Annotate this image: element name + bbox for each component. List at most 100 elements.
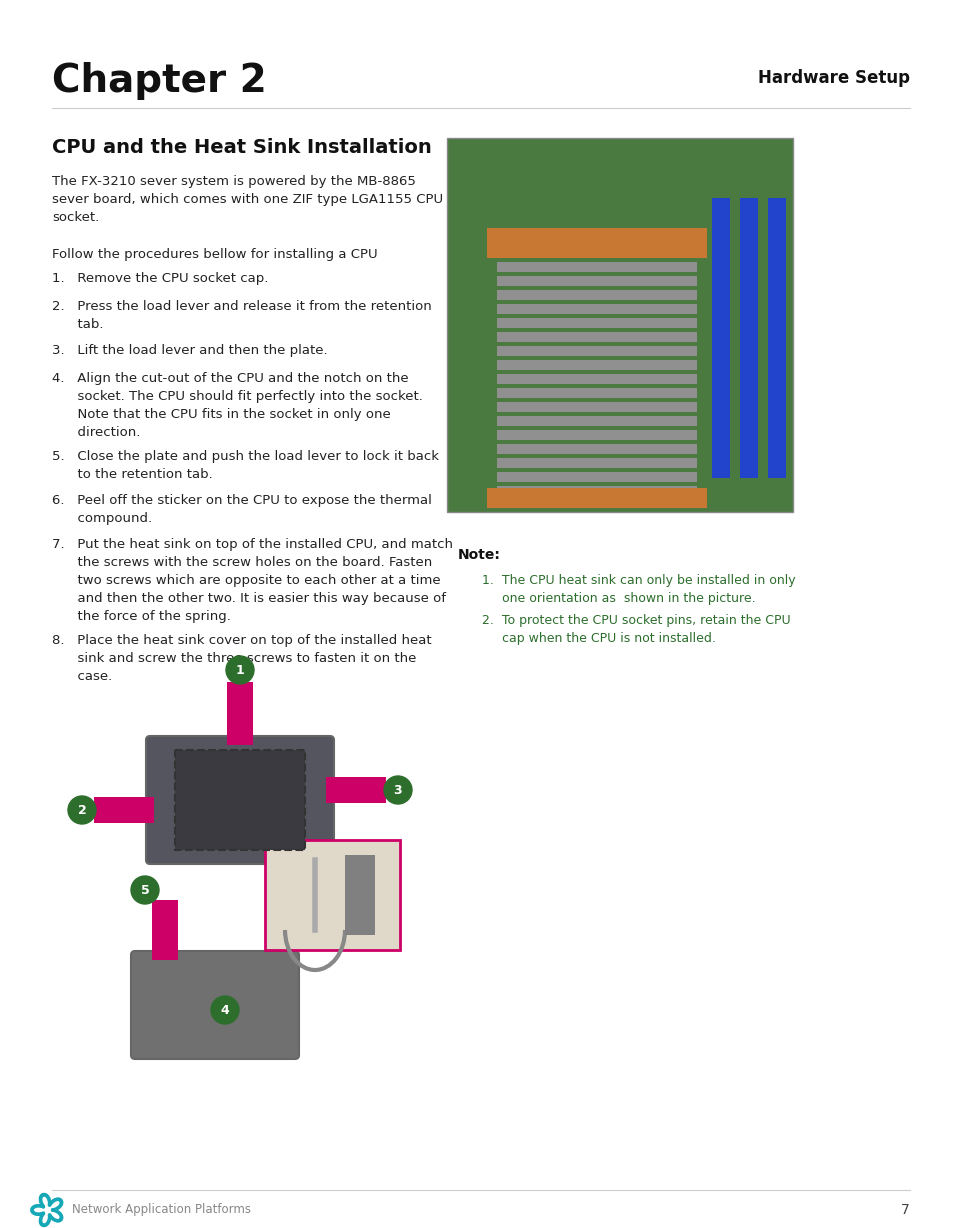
Bar [497,472,697,483]
Bar [497,305,697,314]
Circle shape [60,1203,62,1206]
Bar [497,248,697,258]
Bar [497,445,697,454]
Text: 7.   Put the heat sink on top of the installed CPU, and match
      the screws w: 7. Put the heat sink on top of the insta… [52,538,453,623]
Text: 4.   Align the cut-out of the CPU and the notch on the
      socket. The CPU sho: 4. Align the cut-out of the CPU and the … [52,372,422,438]
Circle shape [60,1202,63,1205]
Circle shape [44,1224,47,1227]
Bar [174,750,305,850]
Circle shape [55,1219,58,1222]
Circle shape [57,1219,60,1222]
Circle shape [57,1211,60,1213]
Bar [497,318,697,328]
Bar [497,402,697,413]
Text: 3: 3 [394,783,402,797]
Circle shape [60,1214,62,1217]
Text: Hardware Setup: Hardware Setup [758,69,909,87]
Bar [497,458,697,468]
Bar [497,346,697,356]
Circle shape [59,1213,61,1216]
Circle shape [59,1199,61,1201]
Circle shape [39,1200,42,1201]
Circle shape [42,1205,45,1207]
Circle shape [59,1219,61,1222]
Text: Note:: Note: [457,548,500,562]
Circle shape [40,1205,42,1207]
Circle shape [40,1223,43,1226]
Text: 7: 7 [901,1203,909,1217]
Circle shape [35,1205,38,1207]
Circle shape [56,1211,58,1212]
Bar [497,276,697,286]
Circle shape [68,796,96,824]
Text: Network Application Platforms: Network Application Platforms [71,1203,251,1217]
Circle shape [51,1201,53,1203]
Circle shape [34,1212,36,1214]
Circle shape [49,1201,51,1203]
Circle shape [50,1202,51,1205]
Circle shape [55,1199,58,1201]
Circle shape [48,1200,51,1202]
Text: Follow the procedures bellow for installing a CPU: Follow the procedures bellow for install… [52,248,377,262]
Bar [497,332,697,343]
Circle shape [38,1213,40,1216]
Circle shape [39,1221,42,1223]
Circle shape [57,1206,60,1208]
Circle shape [43,1194,45,1196]
Circle shape [49,1213,51,1216]
Bar [711,198,729,478]
Text: 2: 2 [77,803,87,817]
Circle shape [60,1200,62,1202]
Text: 4: 4 [220,1003,229,1017]
Circle shape [31,1211,33,1213]
Bar [497,486,697,496]
Text: 8.   Place the heat sink cover on top of the installed heat
      sink and screw: 8. Place the heat sink cover on top of t… [52,634,431,683]
Text: 5: 5 [140,883,150,896]
Circle shape [48,1197,50,1200]
Circle shape [57,1199,60,1201]
Circle shape [30,1210,33,1212]
Circle shape [39,1197,42,1200]
Circle shape [51,1217,53,1219]
Bar [345,855,375,935]
Circle shape [38,1205,40,1207]
Circle shape [46,1223,48,1226]
Bar [497,375,697,384]
Circle shape [53,1210,56,1212]
Text: 6.   Peel off the sticker on the CPU to expose the thermal
      compound.: 6. Peel off the sticker on the CPU to ex… [52,494,432,526]
Bar [152,900,178,960]
Circle shape [47,1196,49,1199]
Circle shape [40,1196,42,1199]
Bar [497,290,697,300]
Circle shape [42,1212,45,1214]
Circle shape [40,1201,42,1203]
Circle shape [49,1216,51,1218]
Circle shape [43,1224,45,1227]
Circle shape [54,1199,56,1201]
Circle shape [49,1203,51,1206]
Circle shape [39,1218,42,1221]
Circle shape [44,1194,47,1196]
Circle shape [52,1200,54,1202]
Circle shape [51,1208,54,1211]
Circle shape [32,1206,35,1208]
Bar [497,388,697,398]
Circle shape [32,1212,35,1214]
Circle shape [42,1206,45,1208]
Text: 1.   Remove the CPU socket cap.: 1. Remove the CPU socket cap. [52,271,268,285]
Circle shape [42,1212,45,1214]
Circle shape [384,776,412,804]
Bar [740,198,758,478]
Circle shape [48,1218,51,1221]
Circle shape [53,1208,56,1211]
Circle shape [131,876,159,904]
Bar [767,198,785,478]
Circle shape [41,1203,43,1206]
Circle shape [50,1214,51,1217]
Bar [497,360,697,370]
Text: 2.  To protect the CPU socket pins, retain the CPU
     cap when the CPU is not : 2. To protect the CPU socket pins, retai… [481,614,790,645]
Circle shape [34,1205,36,1207]
Bar [486,488,706,508]
Circle shape [226,656,253,684]
Circle shape [47,1222,49,1224]
